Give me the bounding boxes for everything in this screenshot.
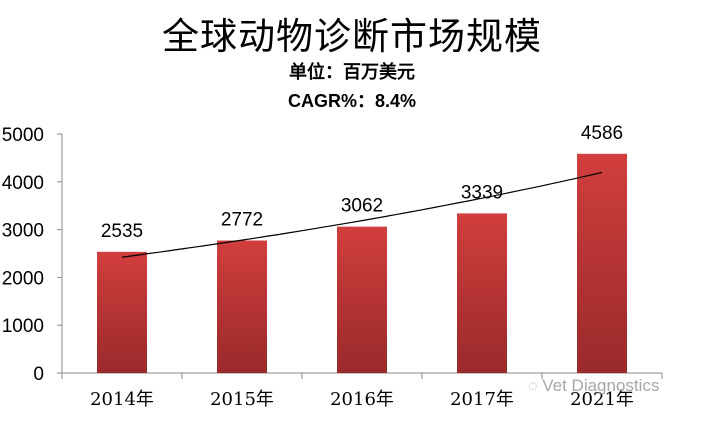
data-label: 3339 [461,182,503,203]
wechat-icon: ◌ [528,378,538,395]
bar [97,251,147,373]
axes: 0 1000 2000 3000 4000 5000 [2,125,663,385]
data-label: 4586 [581,123,623,144]
x-tick-label: 2021年 [570,389,634,410]
x-tick-label: 2016年 [330,389,394,410]
y-tick-label: 1000 [2,316,44,337]
watermark: ◌ Vet Diagnostics [528,376,659,396]
data-labels: 2535 2014年 2772 2015年 3062 2016年 3339 2017年 4586… [90,123,634,410]
y-tick-label: 2000 [2,268,44,289]
data-label: 3062 [341,196,383,217]
data-label: 2772 [221,209,263,230]
x-tick-label: 2015年 [210,389,274,410]
bar [457,213,507,373]
x-tick-label: 2014年 [90,389,154,410]
y-tick-label: 5000 [2,125,44,146]
watermark-text: Vet Diagnostics [542,376,660,395]
bar [577,153,627,373]
trendline [121,171,603,258]
unit-subtitle: 单位：百万美元 [289,62,415,83]
x-tick-label: 2017年 [450,389,514,410]
bars [97,153,627,373]
y-tick-label: 3000 [2,221,44,242]
bar [217,240,267,373]
data-label: 2535 [101,221,143,242]
y-tick-label: 0 [33,364,44,385]
trend-line [121,171,603,258]
cagr-annotation: CAGR%：8.4% [287,91,417,111]
bar [337,226,387,373]
chart-title: 全球动物诊断市场规模 [162,15,542,58]
y-tick-label: 4000 [2,173,44,194]
